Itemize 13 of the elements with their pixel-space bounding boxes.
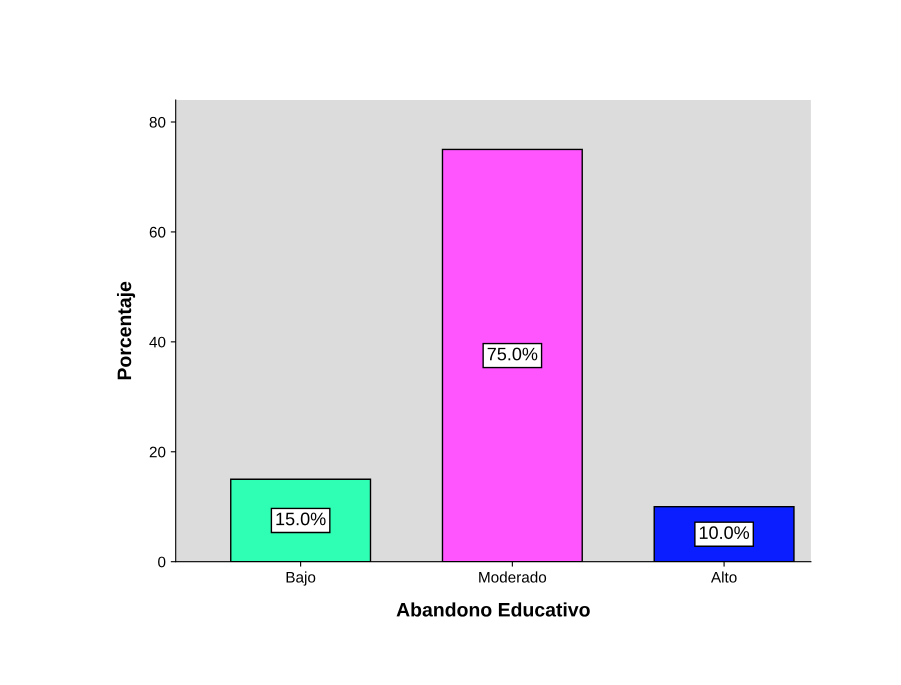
- y-tick-label: 20: [150, 446, 166, 458]
- y-axis-title: Porcentaje: [116, 282, 136, 380]
- x-tick-label: Bajo: [286, 571, 316, 586]
- y-tick-label: 80: [150, 116, 166, 128]
- y-tick-label: 0: [158, 556, 166, 568]
- y-tick-label: 40: [149, 336, 166, 348]
- x-tick-label: Alto: [710, 571, 737, 583]
- data-label: 75.0%: [488, 348, 538, 360]
- data-label: 15.0%: [276, 512, 326, 526]
- y-tick-label: 60: [150, 226, 166, 238]
- x-axis-title: Abandono Educativo: [396, 602, 590, 617]
- x-tick-label: Moderado: [479, 571, 546, 583]
- data-label: 10.0%: [700, 526, 750, 540]
